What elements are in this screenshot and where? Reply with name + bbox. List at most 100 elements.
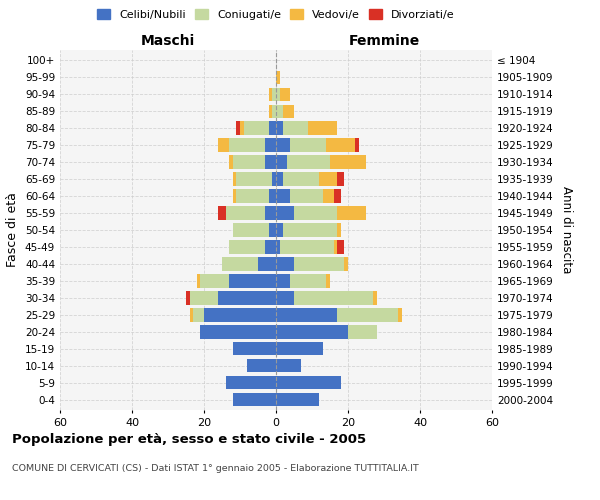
Bar <box>334 190 341 202</box>
Bar <box>272 88 276 101</box>
Bar <box>233 224 269 236</box>
Bar <box>247 359 276 372</box>
Bar <box>265 138 276 151</box>
Bar <box>226 376 276 390</box>
Bar <box>269 104 272 118</box>
Bar <box>240 122 244 134</box>
Bar <box>276 359 301 372</box>
Bar <box>186 292 190 304</box>
Bar <box>319 172 337 186</box>
Bar <box>236 190 269 202</box>
Bar <box>272 104 276 118</box>
Bar <box>193 308 204 322</box>
Bar <box>229 274 276 287</box>
Bar <box>283 122 308 134</box>
Bar <box>323 190 334 202</box>
Bar <box>233 156 265 168</box>
Y-axis label: Fasce di età: Fasce di età <box>7 192 19 268</box>
Bar <box>334 240 337 254</box>
Bar <box>229 240 265 254</box>
Bar <box>218 206 226 220</box>
Bar <box>283 104 294 118</box>
Bar <box>290 138 326 151</box>
Bar <box>276 190 290 202</box>
Bar <box>190 292 218 304</box>
Bar <box>276 240 280 254</box>
Bar <box>218 138 229 151</box>
Text: Femmine: Femmine <box>349 34 419 48</box>
Bar <box>269 88 272 101</box>
Bar <box>294 292 373 304</box>
Bar <box>276 122 283 134</box>
Text: COMUNE DI CERVICATI (CS) - Dati ISTAT 1° gennaio 2005 - Elaborazione TUTTITALIA.: COMUNE DI CERVICATI (CS) - Dati ISTAT 1°… <box>12 464 419 473</box>
Bar <box>287 156 330 168</box>
Bar <box>276 342 323 355</box>
Bar <box>233 190 236 202</box>
Bar <box>276 376 341 390</box>
Bar <box>276 308 337 322</box>
Bar <box>197 274 200 287</box>
Bar <box>265 206 276 220</box>
Bar <box>276 274 290 287</box>
Bar <box>269 190 276 202</box>
Bar <box>276 326 348 338</box>
Bar <box>222 258 258 270</box>
Bar <box>276 393 319 406</box>
Bar <box>344 258 348 270</box>
Bar <box>290 190 323 202</box>
Y-axis label: Anni di nascita: Anni di nascita <box>560 186 573 274</box>
Bar <box>283 172 319 186</box>
Bar <box>276 258 294 270</box>
Bar <box>330 156 366 168</box>
Bar <box>276 104 283 118</box>
Bar <box>276 70 280 84</box>
Bar <box>308 122 337 134</box>
Bar <box>276 206 294 220</box>
Bar <box>276 156 287 168</box>
Bar <box>265 240 276 254</box>
Bar <box>337 308 398 322</box>
Bar <box>355 138 359 151</box>
Bar <box>326 274 330 287</box>
Bar <box>269 224 276 236</box>
Bar <box>326 138 355 151</box>
Bar <box>276 88 280 101</box>
Bar <box>233 393 276 406</box>
Bar <box>226 206 265 220</box>
Bar <box>204 308 276 322</box>
Bar <box>200 326 276 338</box>
Bar <box>276 224 283 236</box>
Bar <box>269 122 276 134</box>
Bar <box>229 156 233 168</box>
Bar <box>337 224 341 236</box>
Bar <box>280 88 290 101</box>
Bar <box>229 138 265 151</box>
Bar <box>218 292 276 304</box>
Bar <box>258 258 276 270</box>
Bar <box>233 172 236 186</box>
Bar <box>348 326 377 338</box>
Bar <box>280 240 334 254</box>
Bar <box>337 172 344 186</box>
Bar <box>265 156 276 168</box>
Bar <box>190 308 193 322</box>
Bar <box>398 308 402 322</box>
Text: Maschi: Maschi <box>141 34 195 48</box>
Bar <box>233 342 276 355</box>
Text: Popolazione per età, sesso e stato civile - 2005: Popolazione per età, sesso e stato civil… <box>12 432 366 446</box>
Bar <box>337 240 344 254</box>
Bar <box>276 138 290 151</box>
Bar <box>337 206 366 220</box>
Bar <box>276 292 294 304</box>
Bar <box>236 122 240 134</box>
Bar <box>272 172 276 186</box>
Bar <box>236 172 272 186</box>
Bar <box>200 274 229 287</box>
Bar <box>294 206 337 220</box>
Bar <box>373 292 377 304</box>
Bar <box>244 122 269 134</box>
Bar <box>276 172 283 186</box>
Bar <box>290 274 326 287</box>
Bar <box>283 224 337 236</box>
Bar <box>294 258 344 270</box>
